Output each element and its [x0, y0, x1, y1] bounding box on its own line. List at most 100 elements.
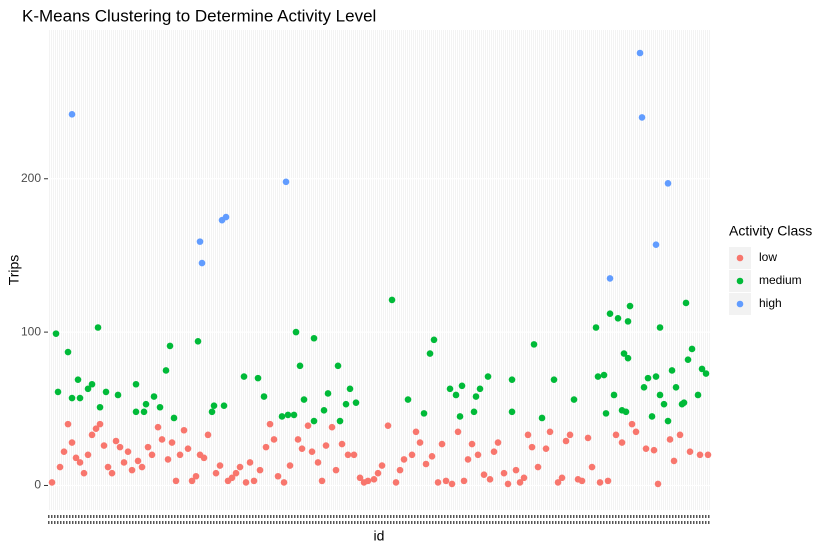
- point: [138, 463, 146, 471]
- point: [208, 408, 216, 416]
- point: [494, 439, 502, 446]
- point: [114, 391, 122, 399]
- point: [528, 443, 536, 451]
- point: [426, 350, 434, 357]
- point: [284, 411, 292, 419]
- legend-label: medium: [759, 273, 802, 287]
- point: [240, 373, 248, 380]
- point: [672, 384, 680, 391]
- point: [204, 431, 212, 439]
- legend-swatch: [736, 254, 744, 262]
- point: [56, 463, 64, 471]
- point: [702, 370, 710, 377]
- point: [520, 474, 528, 482]
- point: [96, 403, 104, 411]
- point: [454, 428, 462, 436]
- point: [322, 442, 330, 449]
- point: [676, 431, 684, 439]
- point: [578, 477, 586, 485]
- point: [310, 334, 318, 342]
- panel: [48, 30, 710, 510]
- point: [534, 463, 542, 471]
- point: [346, 385, 354, 393]
- point: [610, 391, 618, 399]
- point: [356, 474, 364, 482]
- point: [680, 399, 688, 406]
- point: [54, 388, 62, 396]
- point: [314, 459, 322, 466]
- y-axis-label: Trips: [6, 255, 22, 286]
- x-axis-label: id: [374, 528, 385, 544]
- point: [48, 479, 56, 486]
- point: [384, 422, 392, 429]
- point: [282, 178, 290, 186]
- point: [614, 315, 622, 322]
- point: [150, 393, 158, 400]
- point: [480, 471, 488, 479]
- point: [246, 459, 254, 466]
- x-tick-labels-dense: [48, 515, 710, 524]
- point: [132, 380, 140, 388]
- point: [388, 296, 396, 304]
- point: [132, 408, 140, 416]
- point: [74, 376, 82, 383]
- point: [624, 318, 632, 325]
- point: [562, 437, 570, 445]
- point: [660, 400, 668, 408]
- point: [364, 477, 372, 485]
- point: [216, 462, 224, 469]
- point: [530, 341, 538, 348]
- point: [596, 479, 604, 486]
- point: [632, 428, 640, 436]
- point: [642, 445, 650, 452]
- point: [452, 391, 460, 399]
- point: [566, 431, 574, 439]
- point: [490, 448, 498, 456]
- point: [500, 469, 508, 477]
- point: [460, 477, 468, 485]
- point: [194, 338, 202, 345]
- point: [476, 385, 484, 393]
- point: [554, 479, 562, 486]
- point: [262, 443, 270, 451]
- point: [232, 469, 240, 477]
- point: [550, 376, 558, 383]
- point: [222, 213, 230, 221]
- point: [84, 385, 92, 393]
- point: [60, 448, 68, 456]
- point: [148, 451, 156, 459]
- point: [100, 442, 108, 449]
- point: [624, 354, 632, 362]
- point: [606, 310, 614, 318]
- point: [472, 393, 480, 400]
- point: [68, 439, 76, 446]
- legend-title: Activity Class: [729, 223, 812, 239]
- point: [618, 439, 626, 446]
- point: [628, 420, 636, 428]
- point: [686, 448, 694, 456]
- y-tick-label: 100: [21, 324, 41, 338]
- point: [80, 469, 88, 477]
- point: [468, 440, 476, 448]
- point: [584, 434, 592, 442]
- point: [192, 472, 200, 480]
- point: [640, 384, 648, 391]
- point: [260, 393, 268, 400]
- point: [656, 324, 664, 331]
- point: [558, 474, 566, 482]
- point: [200, 454, 208, 462]
- point: [570, 396, 578, 403]
- point: [210, 402, 218, 410]
- point: [338, 440, 346, 448]
- point: [104, 463, 112, 471]
- point: [504, 480, 512, 488]
- point: [156, 403, 164, 411]
- point: [438, 440, 446, 448]
- point: [486, 476, 494, 483]
- point: [72, 454, 80, 462]
- point: [474, 451, 482, 459]
- point: [626, 302, 634, 310]
- point: [176, 451, 184, 459]
- point: [332, 466, 340, 474]
